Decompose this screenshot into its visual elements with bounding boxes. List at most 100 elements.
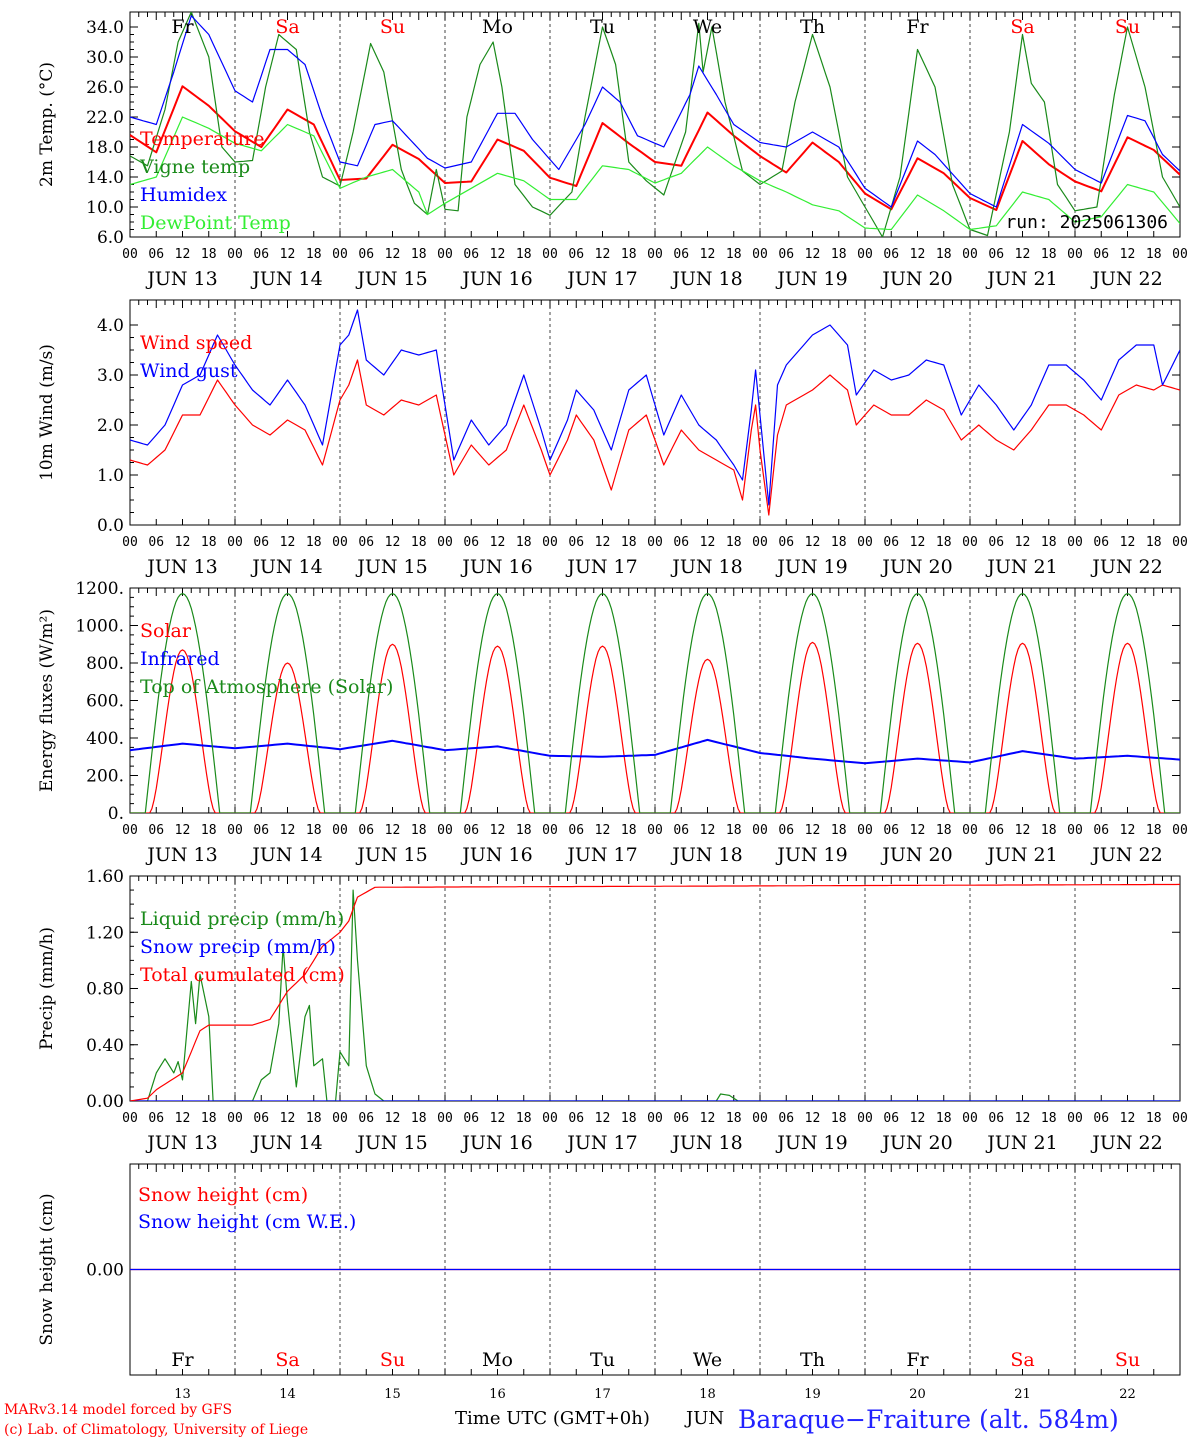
weekday-label-bottom: Th: [800, 1349, 825, 1371]
x-date-label: JUN 14: [250, 844, 322, 866]
x-hour-label: 06: [883, 823, 899, 838]
x-hour-label: 06: [358, 247, 374, 262]
x-hour-label: 12: [910, 535, 926, 550]
x-hour-label: 12: [385, 535, 401, 550]
x-hour-label: 18: [201, 247, 217, 262]
x-hour-label: 00: [1172, 1111, 1188, 1126]
x-hour-label: 06: [883, 1111, 899, 1126]
series-line-dewpoint-temp: [130, 116, 1180, 231]
x-hour-label: 00: [647, 823, 663, 838]
day-number-label: 17: [594, 1387, 611, 1402]
weekday-label-bottom: We: [693, 1349, 722, 1371]
y-tick-label: 18.0: [86, 138, 124, 158]
x-hour-label: 18: [1041, 247, 1057, 262]
x-hour-label: 18: [621, 823, 637, 838]
series-line-infrared: [130, 738, 1180, 765]
weekday-label-top: Fr: [171, 16, 194, 38]
x-hour-label: 12: [385, 1111, 401, 1126]
x-hour-label: 12: [1120, 823, 1136, 838]
x-hour-label: 06: [148, 535, 164, 550]
x-date-label: JUN 22: [1090, 1132, 1162, 1154]
legend-entry: Snow height (cm): [138, 1184, 308, 1206]
x-date-label: JUN 21: [985, 1132, 1057, 1154]
series-line-humidex: [130, 15, 1180, 208]
x-date-label: JUN 19: [775, 844, 847, 866]
plot-frame: [129, 587, 1181, 814]
x-hour-label: 12: [805, 247, 821, 262]
x-hour-label: 00: [542, 823, 558, 838]
x-date-label: JUN 15: [355, 268, 427, 290]
weekday-label-top: Tu: [590, 16, 615, 38]
run-label: run: 2025061306: [1005, 212, 1168, 233]
y-tick-label: 1000.: [75, 617, 124, 637]
y-tick-label: 10.0: [86, 198, 124, 218]
x-hour-label: 00: [857, 247, 873, 262]
x-hour-label: 06: [673, 247, 689, 262]
x-hour-label: 18: [1146, 535, 1162, 550]
x-hour-label: 06: [778, 535, 794, 550]
y-tick-label: 1.60: [86, 867, 124, 887]
x-hour-label: 06: [463, 247, 479, 262]
x-hour-label: 12: [700, 823, 716, 838]
x-hour-label: 12: [805, 535, 821, 550]
weekday-label-top: Su: [1115, 16, 1140, 38]
x-hour-label: 00: [542, 535, 558, 550]
y-tick-label: 200.: [86, 767, 124, 787]
x-date-label: JUN 17: [565, 844, 637, 866]
x-hour-label: 06: [883, 535, 899, 550]
x-date-label: JUN 21: [985, 844, 1057, 866]
weekday-label-top: Su: [380, 16, 405, 38]
x-hour-label: 00: [1172, 247, 1188, 262]
weekday-label-bottom: Fr: [906, 1349, 929, 1371]
series-group: [130, 309, 1180, 516]
x-hour-label: 18: [621, 1111, 637, 1126]
x-hour-label: 12: [1120, 1111, 1136, 1126]
x-hour-label: 18: [516, 823, 532, 838]
day-number-label: 15: [384, 1387, 401, 1402]
weekday-label-top: Th: [800, 16, 825, 38]
x-hour-label: 06: [988, 535, 1004, 550]
x-hour-label: 12: [1120, 535, 1136, 550]
x-hour-label: 00: [647, 535, 663, 550]
x-hour-label: 18: [516, 247, 532, 262]
y-tick-label: 1.20: [86, 923, 124, 943]
x-hour-label: 06: [673, 1111, 689, 1126]
x-date-label: JUN 14: [250, 556, 322, 578]
y-tick-label: 30.0: [86, 48, 124, 68]
x-date-label: JUN 14: [250, 1132, 322, 1154]
weekday-label-top: Fr: [906, 16, 929, 38]
x-date-label: JUN 13: [145, 556, 217, 578]
x-hour-label: 18: [831, 535, 847, 550]
x-axis-month: JUN: [684, 1408, 724, 1429]
x-date-label: JUN 16: [460, 844, 532, 866]
x-hour-label: 06: [463, 823, 479, 838]
day-number-label: 18: [699, 1387, 716, 1402]
y-tick-label: 26.0: [86, 78, 124, 98]
x-hour-label: 12: [1015, 1111, 1031, 1126]
x-hour-label: 18: [201, 823, 217, 838]
x-date-label: JUN 22: [1090, 268, 1162, 290]
x-hour-label: 06: [673, 535, 689, 550]
legend-entry: Infrared: [140, 648, 220, 670]
x-hour-label: 00: [437, 1111, 453, 1126]
weekday-label-bottom: Su: [1115, 1349, 1140, 1371]
legend-entry: Top of Atmosphere (Solar): [140, 676, 393, 698]
legend-entry: Temperature: [140, 128, 264, 150]
x-date-label: JUN 16: [460, 1132, 532, 1154]
x-hour-label: 06: [988, 1111, 1004, 1126]
x-hour-label: 12: [1120, 247, 1136, 262]
x-axis-title: Time UTC (GMT+0h): [455, 1408, 650, 1429]
x-date-label: JUN 18: [670, 268, 742, 290]
legend-entry: Total cumulated (cm): [140, 964, 345, 986]
x-hour-label: 06: [568, 823, 584, 838]
x-hour-label: 18: [1146, 823, 1162, 838]
x-date-label: JUN 13: [145, 1132, 217, 1154]
x-hour-label: 18: [1041, 823, 1057, 838]
x-hour-label: 00: [437, 247, 453, 262]
x-hour-label: 06: [358, 823, 374, 838]
y-tick-label: 2.0: [97, 416, 124, 436]
x-date-label: JUN 18: [670, 844, 742, 866]
legend-entry: DewPoint Temp: [140, 212, 291, 234]
x-hour-label: 18: [621, 247, 637, 262]
x-hour-label: 00: [752, 247, 768, 262]
